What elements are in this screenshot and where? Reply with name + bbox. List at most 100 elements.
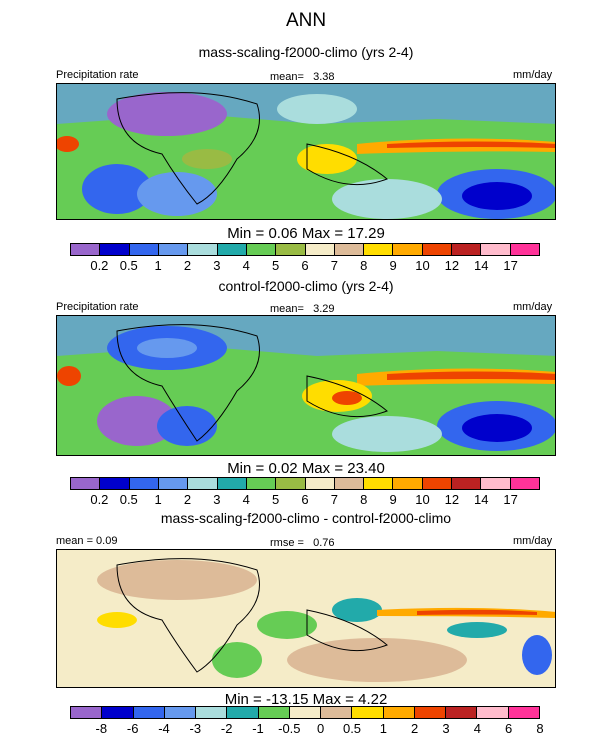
colorbar-tick-label: 9 bbox=[389, 258, 397, 273]
colorbar-tick-label: 1 bbox=[154, 258, 162, 273]
colorbar-swatch bbox=[422, 478, 453, 489]
colorbar-tick-label: 3 bbox=[213, 258, 221, 273]
colorbar-swatch bbox=[305, 244, 335, 255]
panel-1-variable-label: Precipitation rate bbox=[56, 69, 139, 81]
panel-1-colorbar-ticks: 0.2 0.5 1 2 3 4 5 6 7 8 9 10 12 14 17 bbox=[70, 258, 540, 274]
colorbar-swatch bbox=[452, 478, 482, 489]
colorbar-swatch bbox=[305, 478, 335, 489]
panel-1-units: mm/day bbox=[513, 69, 553, 81]
colorbar-tick-label: 9 bbox=[389, 492, 397, 507]
colorbar-swatch bbox=[481, 244, 511, 255]
colorbar-tick-label: 1 bbox=[379, 721, 387, 736]
colorbar-tick-label: 2 bbox=[183, 258, 192, 273]
colorbar-swatch bbox=[133, 707, 165, 718]
colorbar-swatch bbox=[71, 478, 101, 489]
colorbar-swatch bbox=[452, 244, 482, 255]
colorbar-tick-label: 5 bbox=[272, 492, 280, 507]
colorbar-swatch bbox=[289, 707, 322, 718]
colorbar-swatch bbox=[510, 478, 539, 489]
colorbar-swatch bbox=[158, 244, 189, 255]
colorbar-swatch bbox=[276, 478, 306, 489]
panel-3-minmax: Min = -13.15 Max = 4.22 bbox=[224, 691, 388, 708]
colorbar-swatch bbox=[100, 478, 130, 489]
colorbar-swatch bbox=[71, 244, 101, 255]
colorbar-swatch bbox=[414, 707, 447, 718]
colorbar-tick-label: 0.5 bbox=[119, 492, 138, 507]
colorbar-swatch bbox=[217, 478, 247, 489]
colorbar-tick-label: 0.2 bbox=[90, 258, 109, 273]
colorbar-swatch bbox=[383, 707, 415, 718]
colorbar-tick-label: 12 bbox=[444, 258, 460, 273]
panel-3-colorbar-ticks: -8 -6 -4 -3 -2 -1 -0.5 0 0.5 1 2 3 4 6 8 bbox=[70, 721, 544, 737]
colorbar-swatch bbox=[188, 478, 218, 489]
colorbar-tick-label: 7 bbox=[330, 492, 338, 507]
colorbar-tick-label: -8 bbox=[95, 721, 108, 736]
colorbar-tick-label: 17 bbox=[503, 258, 518, 273]
panel-2-variable-label: Precipitation rate bbox=[56, 301, 139, 313]
colorbar-tick-label: -3 bbox=[189, 721, 202, 736]
colorbar-tick-label: 4 bbox=[242, 492, 250, 507]
panel-3-map-svg bbox=[57, 550, 555, 687]
colorbar-tick-label: 1 bbox=[154, 492, 162, 507]
colorbar-swatch bbox=[129, 478, 159, 489]
colorbar-tick-label: -2 bbox=[220, 721, 233, 736]
colorbar-swatch bbox=[321, 707, 353, 718]
colorbar-tick-label: 8 bbox=[360, 492, 368, 507]
colorbar-swatch bbox=[196, 707, 228, 718]
panel-3-units: mm/day bbox=[513, 535, 553, 547]
panel-3-subtitle: mass-scaling-f2000-climo - control-f2000… bbox=[160, 510, 452, 526]
colorbar-swatch bbox=[164, 707, 197, 718]
panel-3-mean-label: mean = 0.09 bbox=[56, 535, 118, 547]
colorbar-swatch bbox=[71, 707, 103, 718]
colorbar-swatch bbox=[364, 244, 394, 255]
colorbar-tick-label: 10 bbox=[415, 258, 430, 273]
panel-2-colorbar bbox=[70, 477, 540, 490]
colorbar-tick-label: 5 bbox=[272, 258, 280, 273]
panel-3-map bbox=[56, 549, 556, 688]
colorbar-tick-label: 10 bbox=[415, 492, 430, 507]
panel-2-stat-value: 3.29 bbox=[313, 303, 335, 315]
panel-2-colorbar-ticks: 0.2 0.5 1 2 3 4 5 6 7 8 9 10 12 14 17 bbox=[70, 492, 540, 508]
colorbar-tick-label: 0.5 bbox=[342, 721, 362, 736]
panel-2-map-svg bbox=[57, 316, 555, 455]
colorbar-swatch bbox=[334, 478, 365, 489]
colorbar-tick-label: 4 bbox=[473, 721, 481, 736]
colorbar-tick-label: 2 bbox=[411, 721, 419, 736]
colorbar-swatch bbox=[446, 707, 478, 718]
panel-1-stat-label: mean= 3.38 bbox=[270, 71, 335, 83]
colorbar-tick-label: 14 bbox=[474, 258, 489, 273]
colorbar-swatch bbox=[158, 478, 189, 489]
colorbar-tick-label: 4 bbox=[242, 258, 250, 273]
colorbar-swatch bbox=[129, 244, 159, 255]
panel-2-stat-label: mean= 3.29 bbox=[270, 303, 335, 315]
colorbar-swatch bbox=[477, 707, 509, 718]
colorbar-swatch bbox=[102, 707, 134, 718]
colorbar-tick-label: -4 bbox=[158, 721, 170, 736]
colorbar-swatch bbox=[422, 244, 453, 255]
colorbar-swatch bbox=[276, 244, 306, 255]
colorbar-tick-label: 17 bbox=[503, 492, 518, 507]
colorbar-swatch bbox=[227, 707, 259, 718]
panel-2-minmax: Min = 0.02 Max = 23.40 bbox=[227, 460, 385, 477]
colorbar-swatch bbox=[393, 244, 423, 255]
colorbar-swatch bbox=[334, 244, 365, 255]
panel-1-map-svg bbox=[57, 84, 555, 219]
colorbar-swatch bbox=[246, 478, 277, 489]
panel-2-units: mm/day bbox=[513, 301, 553, 313]
colorbar-tick-label: -1 bbox=[252, 721, 264, 736]
colorbar-swatch bbox=[352, 707, 384, 718]
colorbar-tick-label: 3 bbox=[442, 721, 450, 736]
panel-2-map bbox=[56, 315, 556, 456]
colorbar-tick-label: 6 bbox=[301, 258, 309, 273]
colorbar-swatch bbox=[100, 244, 130, 255]
panel-1-colorbar bbox=[70, 243, 540, 256]
panel-1-stat-value: 3.38 bbox=[313, 71, 335, 83]
colorbar-swatch bbox=[508, 707, 539, 718]
colorbar-tick-label: -0.5 bbox=[278, 721, 301, 736]
colorbar-tick-label: 8 bbox=[360, 258, 368, 273]
panel-1-map bbox=[56, 83, 556, 220]
colorbar-swatch bbox=[481, 478, 511, 489]
colorbar-tick-label: 3 bbox=[213, 492, 221, 507]
colorbar-tick-label: 0 bbox=[317, 721, 325, 736]
colorbar-tick-label: 0.5 bbox=[119, 258, 138, 273]
